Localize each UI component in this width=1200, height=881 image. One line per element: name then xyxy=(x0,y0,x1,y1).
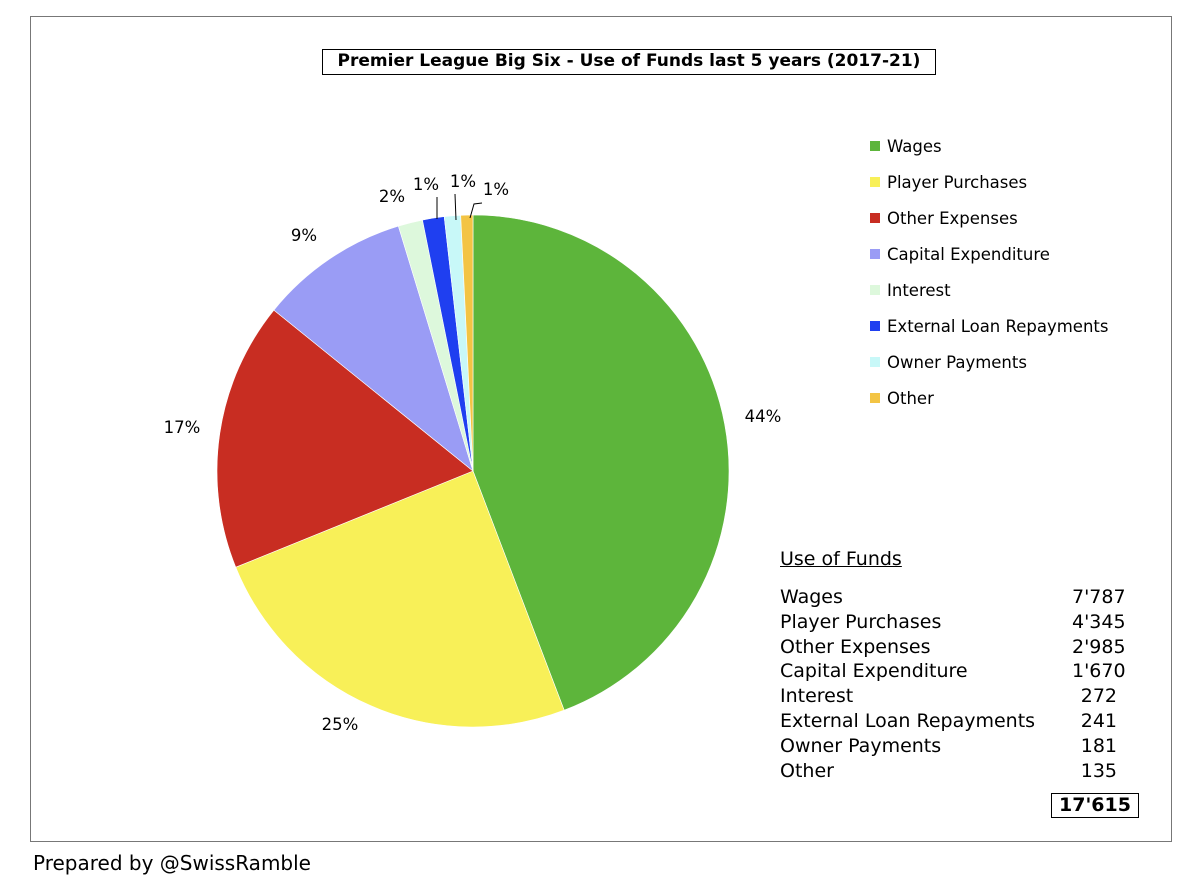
data-label-wages: 44% xyxy=(745,407,782,426)
legend-label: Player Purchases xyxy=(887,172,1028,192)
table-row-value: 4'345 xyxy=(1072,610,1126,633)
legend-swatch xyxy=(870,393,880,403)
table-row-label: External Loan Repayments xyxy=(780,709,1036,732)
table-row-label: Owner Payments xyxy=(780,734,942,757)
table-row-value: 181 xyxy=(1080,734,1117,757)
table-row-label: Capital Expenditure xyxy=(780,660,968,683)
legend-swatch xyxy=(870,249,880,259)
legend-label: Owner Payments xyxy=(887,352,1027,372)
table-row-value: 1'670 xyxy=(1072,660,1126,683)
table-row: Other Expenses 2'985 xyxy=(780,635,1140,660)
data-label-capital-expenditure: 9% xyxy=(291,226,317,245)
table-row-label: Player Purchases xyxy=(780,610,942,633)
table-row-value: 135 xyxy=(1080,759,1117,782)
table-row: Interest 272 xyxy=(780,684,1140,709)
legend-swatch xyxy=(870,321,880,331)
pie-slice-other xyxy=(460,214,474,472)
table-heading: Use of Funds xyxy=(780,548,902,570)
legend-label: Interest xyxy=(887,280,951,300)
leader-line xyxy=(469,202,483,219)
pie-slice-other-expenses xyxy=(216,309,474,568)
table-rows: Wages 7'787 Player Purchases 4'345 Other Exp… xyxy=(780,585,1140,783)
legend-item: Interest xyxy=(870,272,1170,308)
legend-label: Other Expenses xyxy=(887,208,1018,228)
pie-slice-wages xyxy=(472,214,730,711)
table-row-label: Interest xyxy=(780,685,854,708)
legend-label: External Loan Repayments xyxy=(887,316,1109,336)
table-row-value: 241 xyxy=(1080,709,1117,732)
data-label-other-expenses: 17% xyxy=(164,418,201,437)
table-row: Other 135 xyxy=(780,759,1140,784)
legend-item: Wages xyxy=(870,128,1170,164)
table-row: Player Purchases 4'345 xyxy=(780,610,1140,635)
table-row-label: Wages xyxy=(780,586,843,608)
legend-item: Other Expenses xyxy=(870,200,1170,236)
table-row-label: Other Expenses xyxy=(780,635,931,658)
data-label-other: 1% xyxy=(483,180,509,199)
table-row: Owner Payments 181 xyxy=(780,734,1140,759)
legend-item: Player Purchases xyxy=(870,164,1170,200)
legend-swatch xyxy=(870,141,880,151)
table-row: External Loan Repayments 241 xyxy=(780,709,1140,734)
pie-slice-player-purchases xyxy=(235,470,565,728)
footer-credit: Prepared by @SwissRamble xyxy=(33,851,311,875)
table-row: Capital Expenditure 1'670 xyxy=(780,659,1140,684)
funds-table: Use of Funds Wages 7'787 Player Purchases 4… xyxy=(780,546,1140,783)
legend-item: Capital Expenditure xyxy=(870,236,1170,272)
table-row: Wages 7'787 xyxy=(780,585,1140,610)
data-label-external-loan-repayments: 1% xyxy=(413,175,439,194)
table-row-label: Other xyxy=(780,759,834,782)
data-label-interest: 2% xyxy=(379,187,405,206)
legend-label: Other xyxy=(887,388,934,408)
table-total: 17'615 xyxy=(1051,793,1139,818)
legend-item: Owner Payments xyxy=(870,344,1170,380)
legend-swatch xyxy=(870,213,880,223)
table-row-value: 272 xyxy=(1080,685,1117,708)
table-row-value: 2'985 xyxy=(1072,635,1126,658)
legend-label: Capital Expenditure xyxy=(887,244,1050,264)
pie-slice-capital-expenditure xyxy=(273,225,474,472)
legend-item: External Loan Repayments xyxy=(870,308,1170,344)
data-label-player-purchases: 25% xyxy=(322,715,359,734)
legend-swatch xyxy=(870,357,880,367)
leader-line xyxy=(454,193,457,221)
legend-swatch xyxy=(870,177,880,187)
chart-title: Premier League Big Six - Use of Funds la… xyxy=(322,49,936,75)
table-row-value: 7'787 xyxy=(1072,586,1126,608)
legend-label: Wages xyxy=(887,136,942,156)
legend-swatch xyxy=(870,285,880,295)
data-label-owner-payments: 1% xyxy=(450,172,476,191)
legend-item: Other xyxy=(870,380,1170,416)
legend: Wages Player Purchases Other Expenses Capit… xyxy=(870,128,1170,416)
